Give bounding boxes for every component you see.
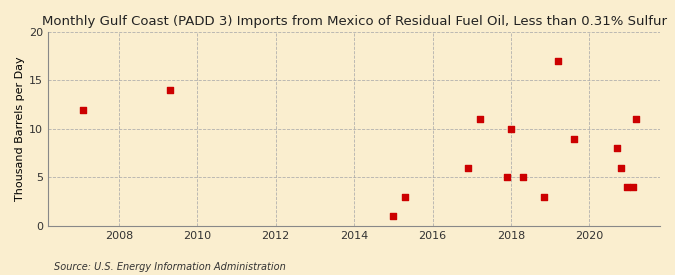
Text: Source: U.S. Energy Information Administration: Source: U.S. Energy Information Administ… [54,262,286,272]
Point [621,185,632,189]
Point [612,146,622,150]
Point [78,107,89,112]
Y-axis label: Thousand Barrels per Day: Thousand Barrels per Day [15,57,25,201]
Point [164,88,175,92]
Point [400,195,410,199]
Point [553,59,564,63]
Point [517,175,528,180]
Point [388,214,399,218]
Point [539,195,549,199]
Point [568,136,579,141]
Point [616,166,626,170]
Point [627,185,638,189]
Point [631,117,642,122]
Title: Monthly Gulf Coast (PADD 3) Imports from Mexico of Residual Fuel Oil, Less than : Monthly Gulf Coast (PADD 3) Imports from… [42,15,667,28]
Point [474,117,485,122]
Point [502,175,512,180]
Point [506,127,516,131]
Point [462,166,473,170]
